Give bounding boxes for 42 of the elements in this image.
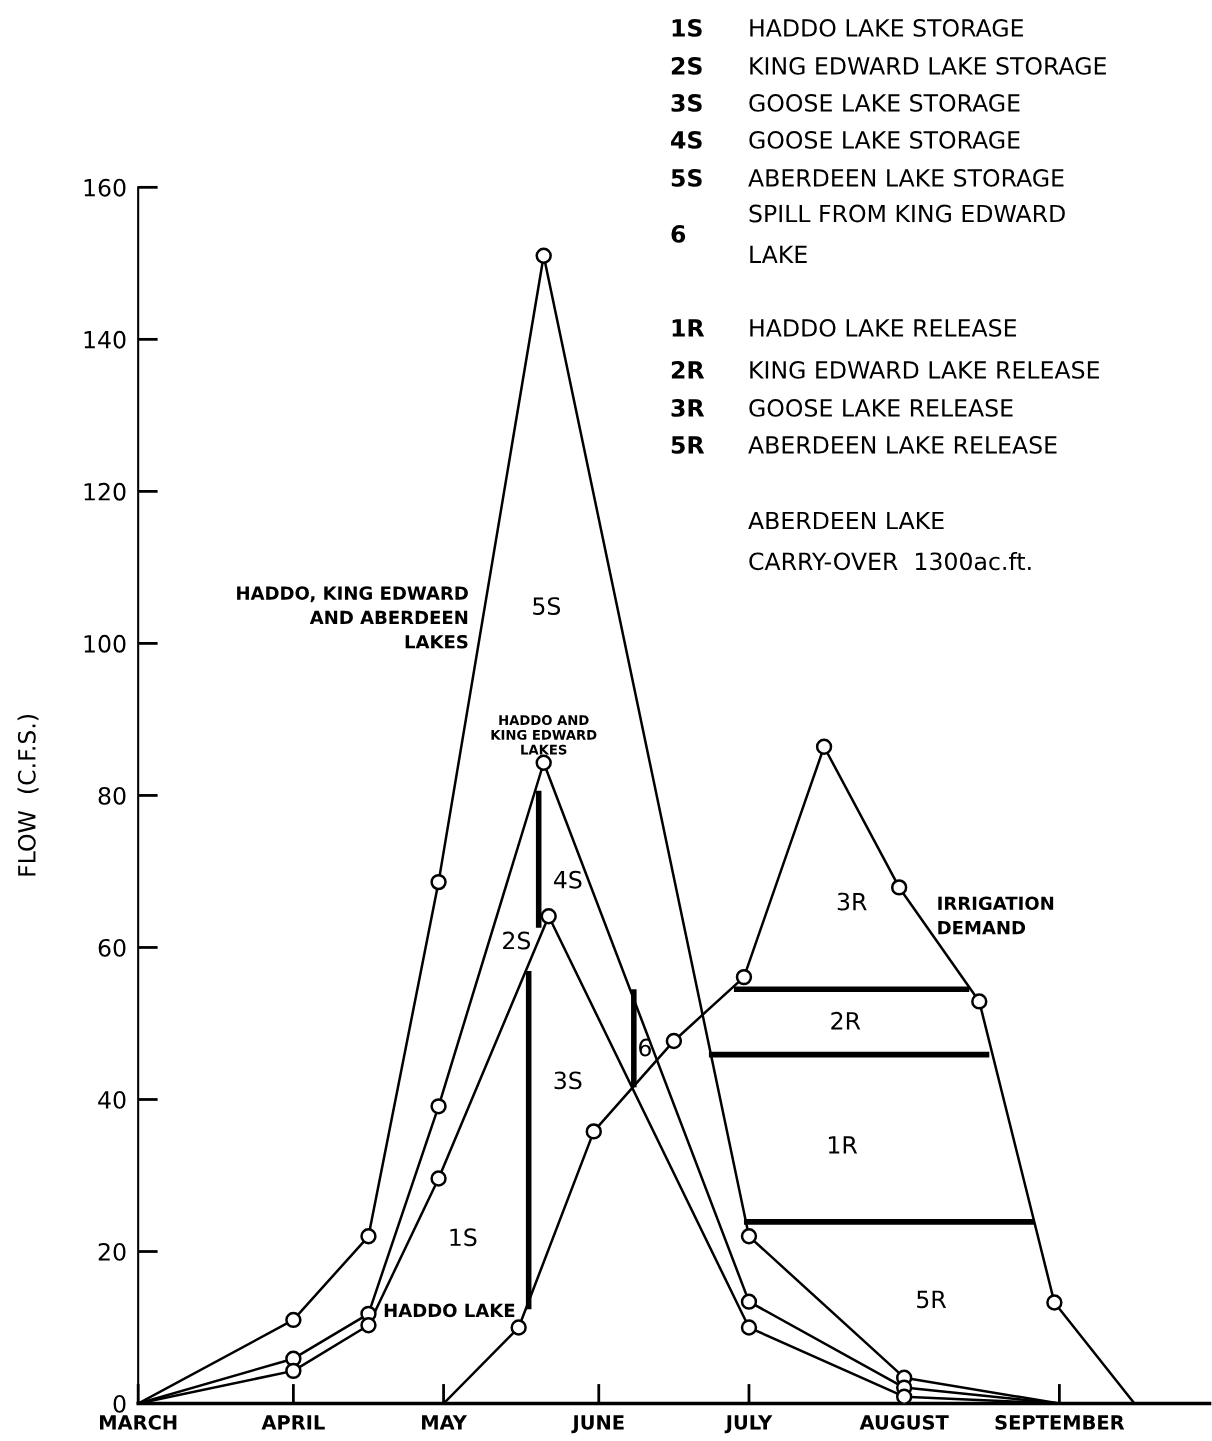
annotation: 1S [450,1228,477,1247]
text: 3R GOOSE LAKE RELEASE [671,398,1013,417]
text: 3S GOOSE LAKE STORAGE [671,93,1020,112]
y-tick-label: 160 [84,178,126,197]
x-tick-label: MAY [422,1415,468,1430]
y-tick-label: 80 [98,786,126,805]
annotation: 2R [831,1011,861,1030]
annotation: 5S [533,597,561,615]
x-tick-label: JUNE [571,1415,624,1434]
series-label: HADDO, KING EDWARD AND ABERDEEN LAKES [237,586,468,649]
annotation: 5R [917,1290,947,1309]
x-tick-label: JULY [724,1415,773,1434]
annotation: 3R [837,892,867,911]
y-tick-label: 120 [84,482,126,501]
text: 2R KING EDWARD LAKE RELEASE [671,360,1099,379]
text: 5R ABERDEEN LAKE RELEASE [671,435,1057,454]
x-tick-label: APRIL [261,1415,325,1430]
x-tick-label: AUGUST [859,1414,949,1430]
y-tick-label: 60 [98,938,126,957]
annotation: 2S [503,931,531,950]
y-tick-label: 20 [98,1242,126,1261]
y-tick-label: 40 [98,1090,126,1109]
y-tick-label: 100 [84,634,126,653]
series-label: IRRIGATION DEMAND [938,896,1054,935]
x-tick-label: MARCH [100,1414,177,1430]
annotation: 3S [554,1071,582,1090]
annotation: 6 [639,1038,651,1057]
x-tick-label: SEPTEMBER [995,1414,1125,1430]
series-label: HADDO AND KING EDWARD LAKES [491,715,597,755]
series-label: HADDO LAKE [384,1303,515,1318]
text: 5S ABERDEEN LAKE STORAGE [671,168,1064,187]
annotation: 4S [553,870,582,889]
annotation: ABERDEEN LAKE CARRY-OVER 1300ac.ft. [748,511,1031,571]
y-axis-title: FLOW (C.F.S.) [17,714,39,876]
text: 4S GOOSE LAKE STORAGE [671,130,1020,149]
y-tick-label: 0 [113,1394,126,1413]
y-tick-label: 140 [84,330,126,349]
text: 1S HADDO LAKE STORAGE [672,18,1023,37]
annotation: 1R [828,1136,858,1154]
text: 2S KING EDWARD LAKE STORAGE [671,56,1106,75]
text: 6 SPILL FROM KING EDWARD LAKE [671,204,1065,263]
text: 1R HADDO LAKE RELEASE [672,318,1017,337]
